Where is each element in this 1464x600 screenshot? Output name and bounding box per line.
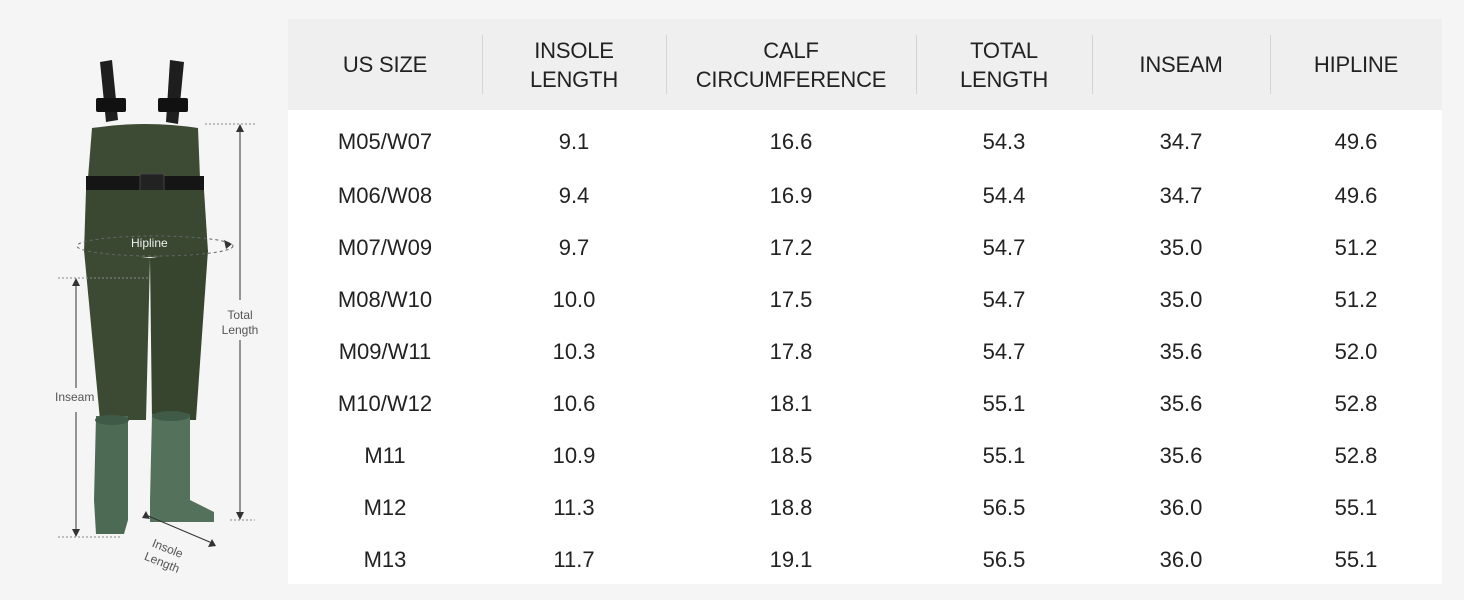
table-cell: 55.1 (1334, 547, 1378, 572)
table-cell: 35.0 (1159, 235, 1203, 260)
table-row: M10/W12 10.6 18.1 55.1 35.6 52.8 (288, 378, 1442, 430)
table-cell: M13 (363, 547, 407, 572)
table-cell: 16.9 (769, 183, 813, 208)
right-buckle (158, 98, 188, 112)
table-cell: 55.1 (982, 391, 1026, 416)
table-cell: 35.0 (1159, 287, 1203, 312)
wader-figure: Hipline Total Length Inseam Insole Lengt… (0, 0, 285, 600)
table-cell: 36.0 (1159, 547, 1203, 572)
hipline-label: Hipline (131, 236, 168, 250)
table-cell: 17.5 (769, 287, 813, 312)
table-cell: 54.7 (982, 339, 1026, 364)
left-strap (100, 60, 118, 122)
wader-illustration (58, 60, 255, 547)
table-cell: M12 (363, 495, 407, 520)
table-cell: 10.0 (552, 287, 596, 312)
table-cell: 35.6 (1159, 443, 1203, 468)
table-row: M06/W08 9.4 16.9 54.4 34.7 49.6 (288, 170, 1442, 222)
table-row: M11 10.9 18.5 55.1 35.6 52.8 (288, 430, 1442, 482)
column-header: INSEAM (1092, 19, 1270, 110)
table-row: M13 11.7 19.1 56.5 36.0 55.1 (288, 534, 1442, 586)
left-leg (84, 250, 150, 420)
table-cell: 51.2 (1334, 287, 1378, 312)
table-cell: 34.7 (1159, 129, 1203, 154)
right-leg (150, 250, 208, 420)
table-cell: 35.6 (1159, 391, 1203, 416)
table-cell: 54.7 (982, 235, 1026, 260)
table-cell: 54.3 (982, 129, 1026, 154)
table-cell: M05/W07 (337, 129, 433, 154)
right-boot (150, 414, 214, 522)
table-cell: 18.1 (769, 391, 813, 416)
table-cell: 11.3 (553, 495, 595, 520)
table-row: M05/W07 9.1 16.6 54.3 34.7 49.6 (288, 110, 1442, 170)
table-cell: 52.8 (1334, 391, 1378, 416)
table-cell: 18.5 (769, 443, 813, 468)
table-cell: M06/W08 (337, 183, 433, 208)
size-chart-table: US SIZE INSOLE LENGTH CALF CIRCUMFERENCE TO… (288, 19, 1442, 584)
table-cell: 17.2 (769, 235, 813, 260)
table-cell: 52.0 (1334, 339, 1378, 364)
table-cell: 52.8 (1334, 443, 1378, 468)
right-strap (166, 60, 184, 124)
column-header: US SIZE (342, 52, 428, 77)
table-cell: 35.6 (1159, 339, 1203, 364)
table-cell: 54.7 (982, 287, 1026, 312)
table-cell: 54.4 (982, 183, 1026, 208)
total-length-label: Total Length (221, 308, 259, 337)
torso (84, 190, 208, 257)
table-row: M07/W09 9.7 17.2 54.7 35.0 51.2 (288, 222, 1442, 274)
table-cell: 56.5 (982, 547, 1026, 572)
size-table: US SIZE INSOLE LENGTH CALF CIRCUMFERENCE TO… (288, 19, 1442, 586)
column-header: HIPLINE (1270, 19, 1442, 110)
table-cell: 9.4 (558, 183, 590, 208)
table-cell: 49.6 (1334, 183, 1378, 208)
table-cell: 9.7 (558, 235, 590, 260)
table-cell: 11.7 (553, 547, 595, 572)
column-header: TOTAL LENGTH (916, 19, 1092, 110)
table-cell: 49.6 (1334, 129, 1378, 154)
left-boot (94, 416, 128, 534)
table-cell: 16.6 (769, 129, 813, 154)
table-cell: 18.8 (769, 495, 813, 520)
column-header: CALF CIRCUMFERENCE (666, 19, 916, 110)
table-cell: 56.5 (982, 495, 1026, 520)
table-row: M09/W11 10.3 17.8 54.7 35.6 52.0 (288, 326, 1442, 378)
table-cell: 34.7 (1159, 183, 1203, 208)
table-cell: 9.1 (558, 129, 590, 154)
table-row: M12 11.3 18.8 56.5 36.0 55.1 (288, 482, 1442, 534)
table-cell: 10.3 (552, 339, 596, 364)
inseam-label: Inseam (55, 390, 95, 404)
table-cell: M10/W12 (337, 391, 433, 416)
table-cell: 10.9 (552, 443, 596, 468)
table-cell: 55.1 (982, 443, 1026, 468)
table-cell: M09/W11 (338, 339, 432, 364)
hipline-marker (76, 235, 234, 257)
table-cell: 51.2 (1334, 235, 1378, 260)
table-header-row: US SIZE INSOLE LENGTH CALF CIRCUMFERENCE TO… (288, 19, 1442, 110)
table-cell: 10.6 (552, 391, 596, 416)
table-cell: M08/W10 (337, 287, 433, 312)
table-cell: 36.0 (1159, 495, 1203, 520)
left-buckle (96, 98, 126, 112)
table-cell: M11 (364, 443, 406, 468)
table-cell: 19.1 (769, 547, 813, 572)
table-cell: M07/W09 (337, 235, 433, 260)
column-header: INSOLE LENGTH (482, 19, 666, 110)
table-cell: 55.1 (1334, 495, 1378, 520)
belt-buckle (139, 173, 165, 193)
bib (88, 124, 200, 178)
table-row: M08/W10 10.0 17.5 54.7 35.0 51.2 (288, 274, 1442, 326)
table-cell: 17.8 (769, 339, 813, 364)
